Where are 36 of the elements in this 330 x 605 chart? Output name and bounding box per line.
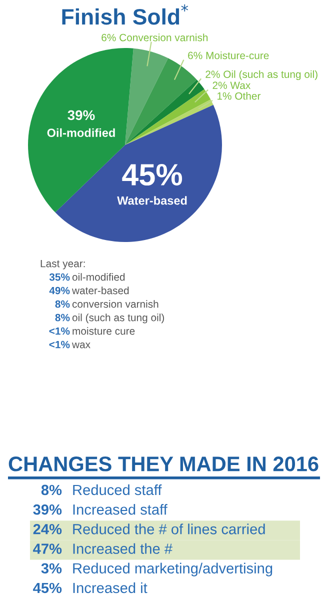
text: 3%	[41, 563, 62, 574]
data-label: 45%	[122, 164, 182, 186]
text: 35%	[49, 273, 70, 281]
category-label: wax	[72, 342, 90, 348]
category-label: moisture cure	[72, 327, 135, 335]
text: Last year:	[40, 260, 85, 270]
category-label: Increased staff	[73, 504, 168, 515]
category-label: oil (such as tung oil)	[72, 314, 164, 324]
text: 8%	[55, 300, 70, 308]
text: <1%	[49, 327, 70, 335]
text: 49%	[49, 286, 70, 294]
slice-label: Water-based	[117, 196, 187, 205]
category-label: Reduced marketing/advertising	[73, 562, 272, 576]
slice-label: 2% Oil (such as tung oil)	[206, 70, 318, 80]
text: 47%	[33, 544, 62, 554]
slice-label: 6% Conversion varnish	[102, 34, 208, 42]
chart-title: Finish Sold$^{*}$	[62, 4, 188, 25]
slice-label: 6% Moisture-cure	[188, 52, 269, 60]
category-label: Reduced staff	[73, 484, 162, 496]
slice-label: Oil-modified	[47, 128, 115, 137]
category-label: oil-modified	[72, 273, 125, 281]
text: 8%	[41, 484, 62, 496]
text: 8%	[55, 314, 70, 322]
category-label: Increased the #	[73, 543, 172, 554]
text: <1%	[49, 340, 70, 348]
category-label: Reduced the # of lines carried	[73, 524, 265, 534]
category-label: conversion varnish	[72, 300, 158, 308]
category-label: water-based	[72, 286, 129, 294]
data-label: 39%	[68, 110, 95, 120]
text: 45%	[33, 582, 62, 594]
slice-label: 1% Other	[217, 92, 261, 100]
category-label: Increased it	[73, 582, 148, 594]
text: CHANGES THEY MADE IN 2016	[8, 456, 318, 472]
text: 24%	[33, 524, 62, 534]
text: 39%	[33, 504, 62, 515]
slice-label: 2% Wax	[212, 82, 251, 90]
